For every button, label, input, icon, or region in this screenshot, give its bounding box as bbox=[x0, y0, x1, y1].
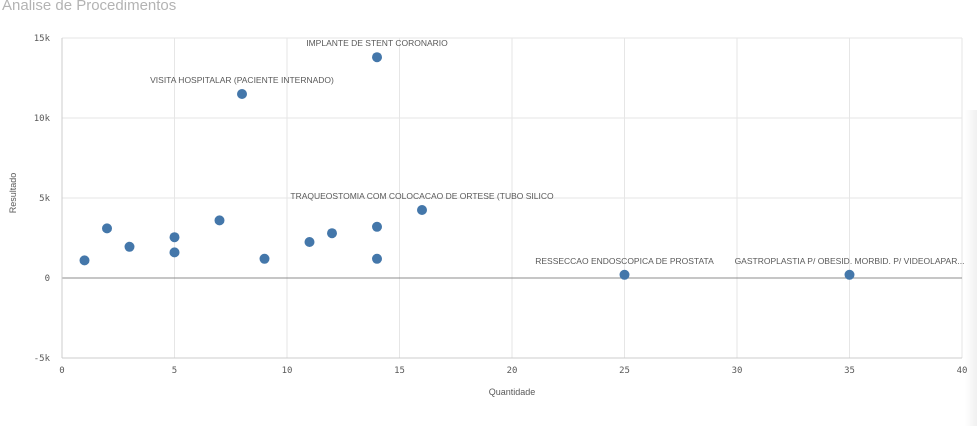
point-label: RESSECCAO ENDOSCOPICA DE PROSTATA bbox=[535, 256, 714, 266]
data-points[interactable] bbox=[79, 52, 855, 280]
scatter-point[interactable] bbox=[124, 241, 135, 252]
scatter-point[interactable] bbox=[259, 253, 270, 264]
scatter-point[interactable] bbox=[417, 205, 427, 215]
scatter-point[interactable] bbox=[169, 232, 180, 243]
scatter-point[interactable] bbox=[327, 228, 337, 239]
scatter-point[interactable] bbox=[844, 269, 855, 280]
point-labels: VISITA HOSPITALAR (PACIENTE INTERNADO) IM… bbox=[150, 38, 964, 266]
scatter-point[interactable] bbox=[619, 269, 630, 280]
y-tick-label: 0 bbox=[45, 274, 50, 284]
x-tick-label: 20 bbox=[507, 366, 518, 376]
point-label: TRAQUEOSTOMIA COM COLOCACAO DE ORTESE (T… bbox=[290, 191, 554, 201]
scatter-point[interactable] bbox=[169, 247, 180, 258]
x-tick-label: 0 bbox=[59, 366, 64, 376]
x-tick-label: 10 bbox=[282, 366, 293, 376]
y-tick-label: -5k bbox=[34, 354, 51, 364]
x-axis-title: Quantidade bbox=[489, 387, 536, 397]
y-axis-title: Resultado bbox=[8, 173, 18, 214]
scatter-point[interactable] bbox=[102, 223, 112, 234]
scatter-point[interactable] bbox=[304, 237, 315, 247]
scatter-point[interactable] bbox=[372, 52, 382, 63]
x-tick-label: 5 bbox=[172, 366, 177, 376]
x-tick-label: 35 bbox=[844, 366, 855, 376]
point-label: GASTROPLASTIA P/ OBESID. MORBID. P/ VIDE… bbox=[735, 256, 965, 266]
x-tick-label: 25 bbox=[619, 366, 630, 376]
scatter-point[interactable] bbox=[79, 255, 90, 266]
scatter-point[interactable] bbox=[372, 253, 382, 264]
axes: 0 5 10 15 20 25 30 35 40 -5k 0 5k 10k 15k bbox=[34, 34, 968, 376]
scatter-point[interactable] bbox=[237, 89, 247, 99]
x-tick-label: 15 bbox=[394, 366, 405, 376]
x-tick-label: 40 bbox=[957, 366, 968, 376]
panel-edge-shadow bbox=[965, 110, 977, 426]
point-label: IMPLANTE DE STENT CORONARIO bbox=[306, 38, 448, 48]
y-tick-label: 15k bbox=[34, 34, 51, 44]
point-label: VISITA HOSPITALAR (PACIENTE INTERNADO) bbox=[150, 75, 334, 85]
scatter-point[interactable] bbox=[214, 215, 225, 226]
y-tick-label: 5k bbox=[39, 194, 50, 204]
y-tick-label: 10k bbox=[34, 114, 51, 124]
x-tick-label: 30 bbox=[732, 366, 743, 376]
scatter-point[interactable] bbox=[372, 221, 382, 232]
chart-title: Analise de Procedimentos bbox=[2, 0, 177, 14]
